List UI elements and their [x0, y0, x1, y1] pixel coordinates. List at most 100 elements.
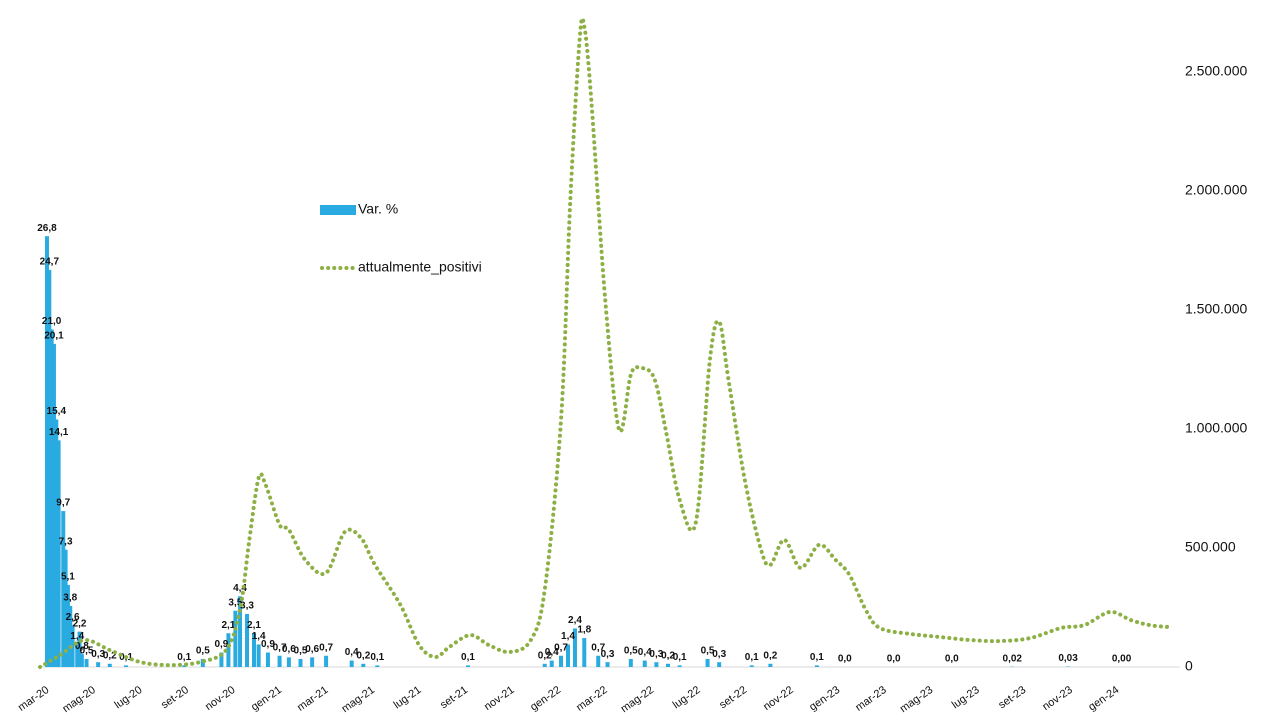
- value-label: 0,7: [554, 642, 568, 653]
- value-label: 0,2: [103, 650, 117, 661]
- bar: [51, 343, 56, 667]
- bar: [47, 269, 52, 667]
- bar: [559, 655, 564, 667]
- value-label: 0,5: [196, 646, 210, 657]
- x-tick-label: nov-20: [203, 684, 237, 713]
- bar: [63, 549, 68, 667]
- legend-label: Var. %: [358, 201, 398, 217]
- value-label: 1,4: [561, 631, 575, 642]
- value-label: 0,1: [745, 652, 759, 663]
- value-label: 3,3: [240, 601, 254, 612]
- value-label: 0,1: [370, 652, 384, 663]
- bar: [654, 662, 659, 667]
- bar: [56, 440, 61, 667]
- value-label: 4,4: [233, 583, 247, 594]
- bar: [84, 658, 89, 667]
- value-label: 0,3: [649, 649, 663, 660]
- bar: [77, 631, 82, 667]
- value-label: 21,0: [42, 316, 62, 327]
- bar: [814, 665, 819, 667]
- y2-tick-label: 1.500.000: [1185, 300, 1247, 316]
- bar: [361, 663, 366, 667]
- bar: [768, 663, 773, 667]
- bar: [182, 665, 187, 667]
- value-label: 5,1: [61, 572, 75, 583]
- x-tick-label: lug-22: [671, 684, 703, 711]
- value-label: 0,3: [601, 649, 615, 660]
- value-label: 0,6: [282, 644, 296, 655]
- value-label: 0,2: [356, 650, 370, 661]
- bar: [251, 633, 256, 667]
- value-label: 0,0: [945, 654, 959, 665]
- x-tick-label: set-23: [996, 684, 1028, 711]
- value-label: 0,7: [273, 642, 287, 653]
- value-label: 1,4: [252, 631, 266, 642]
- bar: [226, 633, 231, 667]
- y2-tick-label: 1.000.000: [1185, 420, 1247, 436]
- value-label: 0,3: [712, 649, 726, 660]
- value-label: 0,2: [538, 650, 552, 661]
- bar: [44, 236, 49, 667]
- value-label: 0,02: [1003, 653, 1023, 664]
- bar: [68, 605, 73, 667]
- value-label: 0,5: [701, 646, 715, 657]
- bar: [96, 662, 101, 667]
- value-label: 0,5: [624, 646, 638, 657]
- value-label: 0,9: [214, 639, 228, 650]
- value-label: 0,8: [75, 641, 89, 652]
- value-label: 2,6: [66, 612, 80, 623]
- bar: [70, 625, 75, 667]
- bar: [628, 658, 633, 667]
- value-label: 20,1: [44, 331, 64, 342]
- line: [38, 16, 1171, 669]
- bar: [265, 652, 270, 667]
- bar: [324, 655, 329, 667]
- x-tick-label: mar-21: [295, 684, 330, 714]
- x-tick-label: gen-24: [1086, 684, 1121, 713]
- bar: [549, 660, 554, 667]
- x-tick-label: lug-21: [392, 684, 424, 711]
- x-tick-label: gen-23: [807, 684, 842, 713]
- value-label: 9,7: [56, 498, 70, 509]
- x-tick-label: mar-23: [853, 684, 888, 714]
- value-label: 0,5: [294, 646, 308, 657]
- y2-tick-label: 2.000.000: [1185, 181, 1247, 197]
- value-label: 0,3: [91, 649, 105, 660]
- value-label: 2,1: [221, 620, 235, 631]
- x-tick-label: mar-20: [16, 684, 51, 714]
- x-tick-label: set-22: [717, 684, 749, 711]
- x-tick-label: mar-22: [574, 684, 609, 714]
- value-label: 7,3: [59, 536, 73, 547]
- x-tick-label: lug-20: [112, 684, 144, 711]
- x-tick-label: gen-21: [249, 684, 284, 713]
- x-tick-label: nov-23: [1040, 684, 1074, 713]
- bar: [107, 663, 112, 667]
- bar: [542, 663, 547, 667]
- value-label: 1,4: [70, 631, 84, 642]
- bar: [465, 665, 470, 667]
- bar: [749, 665, 754, 667]
- bar: [677, 665, 682, 667]
- value-label: 0,4: [545, 647, 559, 658]
- y2-tick-label: 0: [1185, 658, 1193, 674]
- bar: [375, 665, 380, 667]
- bar: [298, 658, 303, 667]
- x-tick-label: nov-21: [482, 684, 516, 713]
- value-label: 15,4: [47, 406, 67, 417]
- bar: [277, 655, 282, 667]
- bar: [49, 329, 54, 667]
- value-label: 0,2: [661, 650, 675, 661]
- bar: [233, 610, 238, 667]
- x-tick-label: gen-22: [528, 684, 563, 713]
- x-tick-label: mag-23: [898, 684, 935, 715]
- value-label: 0,0: [887, 654, 901, 665]
- y2-tick-label: 500.000: [1185, 539, 1236, 555]
- value-label: 0,6: [305, 644, 319, 655]
- bar: [245, 613, 250, 667]
- value-label: 2,4: [568, 615, 582, 626]
- value-label: 0,1: [177, 652, 191, 663]
- bar: [566, 644, 571, 667]
- value-label: 0,00: [1112, 654, 1132, 665]
- legend-label: attualmente_positivi: [358, 259, 482, 275]
